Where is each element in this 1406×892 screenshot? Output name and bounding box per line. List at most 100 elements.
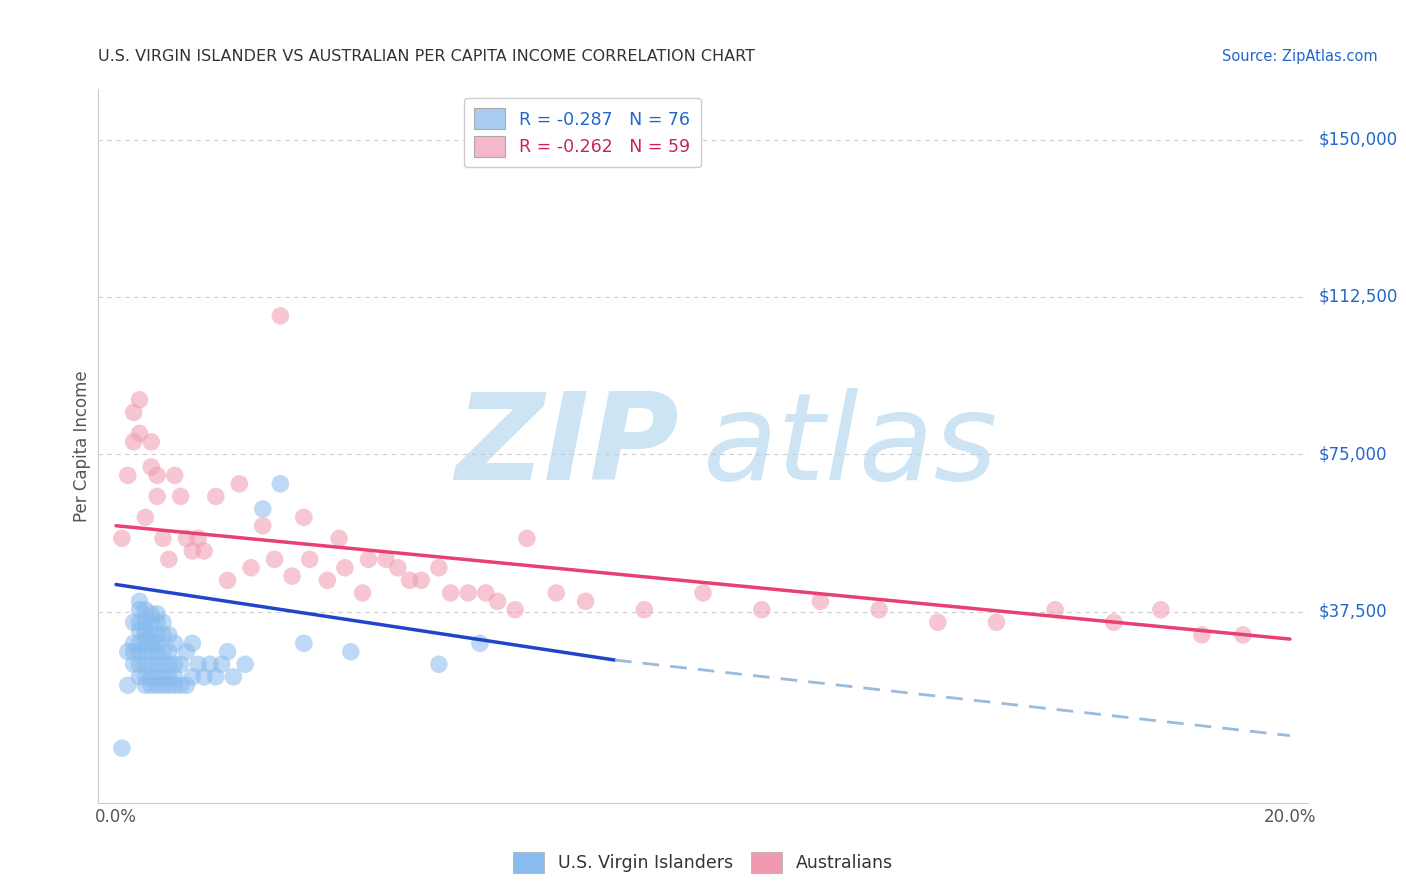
- Point: [117, 678, 139, 692]
- Point: [204, 670, 226, 684]
- Point: [128, 594, 150, 608]
- Point: [122, 434, 145, 449]
- Point: [281, 569, 304, 583]
- Point: [1150, 603, 1173, 617]
- Point: [163, 670, 186, 684]
- Point: [146, 489, 169, 503]
- Point: [152, 628, 174, 642]
- Point: [128, 636, 150, 650]
- Point: [146, 468, 169, 483]
- Point: [152, 670, 174, 684]
- Point: [427, 560, 450, 574]
- Point: [152, 532, 174, 546]
- Point: [217, 645, 239, 659]
- Point: [141, 615, 163, 630]
- Point: [134, 611, 156, 625]
- Point: [141, 607, 163, 621]
- Point: [457, 586, 479, 600]
- Point: [269, 476, 291, 491]
- Point: [986, 615, 1008, 630]
- Point: [146, 615, 169, 630]
- Point: [146, 678, 169, 692]
- Point: [163, 657, 186, 672]
- Point: [252, 518, 274, 533]
- Point: [204, 489, 226, 503]
- Point: [157, 645, 180, 659]
- Point: [122, 405, 145, 419]
- Point: [128, 603, 150, 617]
- Point: [181, 636, 204, 650]
- Point: [163, 678, 186, 692]
- Point: [157, 552, 180, 566]
- Point: [228, 476, 250, 491]
- Text: U.S. VIRGIN ISLANDER VS AUSTRALIAN PER CAPITA INCOME CORRELATION CHART: U.S. VIRGIN ISLANDER VS AUSTRALIAN PER C…: [98, 49, 755, 64]
- Point: [128, 657, 150, 672]
- Point: [751, 603, 773, 617]
- Point: [692, 586, 714, 600]
- Point: [134, 510, 156, 524]
- Point: [298, 552, 321, 566]
- Point: [169, 489, 191, 503]
- Point: [503, 603, 526, 617]
- Point: [128, 670, 150, 684]
- Point: [146, 607, 169, 621]
- Point: [233, 657, 256, 672]
- Point: [146, 628, 169, 642]
- Point: [468, 636, 491, 650]
- Point: [176, 645, 198, 659]
- Text: ZIP: ZIP: [456, 387, 679, 505]
- Point: [211, 657, 233, 672]
- Point: [516, 532, 538, 546]
- Point: [633, 603, 655, 617]
- Point: [193, 670, 215, 684]
- Point: [157, 628, 180, 642]
- Point: [427, 657, 450, 672]
- Point: [141, 628, 163, 642]
- Point: [546, 586, 568, 600]
- Point: [181, 670, 204, 684]
- Point: [141, 636, 163, 650]
- Point: [1232, 628, 1254, 642]
- Point: [198, 657, 221, 672]
- Point: [328, 532, 350, 546]
- Point: [134, 670, 156, 684]
- Y-axis label: Per Capita Income: Per Capita Income: [73, 370, 91, 522]
- Point: [486, 594, 509, 608]
- Point: [122, 645, 145, 659]
- Point: [387, 560, 409, 574]
- Point: [111, 741, 134, 756]
- Point: [1102, 615, 1125, 630]
- Point: [141, 670, 163, 684]
- Point: [352, 586, 374, 600]
- Point: [187, 657, 209, 672]
- Point: [128, 645, 150, 659]
- Point: [134, 678, 156, 692]
- Point: [292, 510, 315, 524]
- Point: [141, 460, 163, 475]
- Point: [163, 468, 186, 483]
- Point: [141, 434, 163, 449]
- Point: [398, 574, 420, 588]
- Point: [163, 636, 186, 650]
- Point: [333, 560, 356, 574]
- Point: [111, 532, 134, 546]
- Point: [263, 552, 285, 566]
- Point: [187, 532, 209, 546]
- Point: [157, 657, 180, 672]
- Point: [439, 586, 461, 600]
- Point: [146, 670, 169, 684]
- Point: [128, 392, 150, 407]
- Point: [252, 502, 274, 516]
- Point: [868, 603, 890, 617]
- Point: [575, 594, 598, 608]
- Point: [152, 645, 174, 659]
- Point: [134, 615, 156, 630]
- Point: [134, 645, 156, 659]
- Point: [375, 552, 398, 566]
- Point: [152, 678, 174, 692]
- Point: [128, 426, 150, 441]
- Point: [157, 670, 180, 684]
- Point: [808, 594, 831, 608]
- Point: [122, 615, 145, 630]
- Point: [122, 657, 145, 672]
